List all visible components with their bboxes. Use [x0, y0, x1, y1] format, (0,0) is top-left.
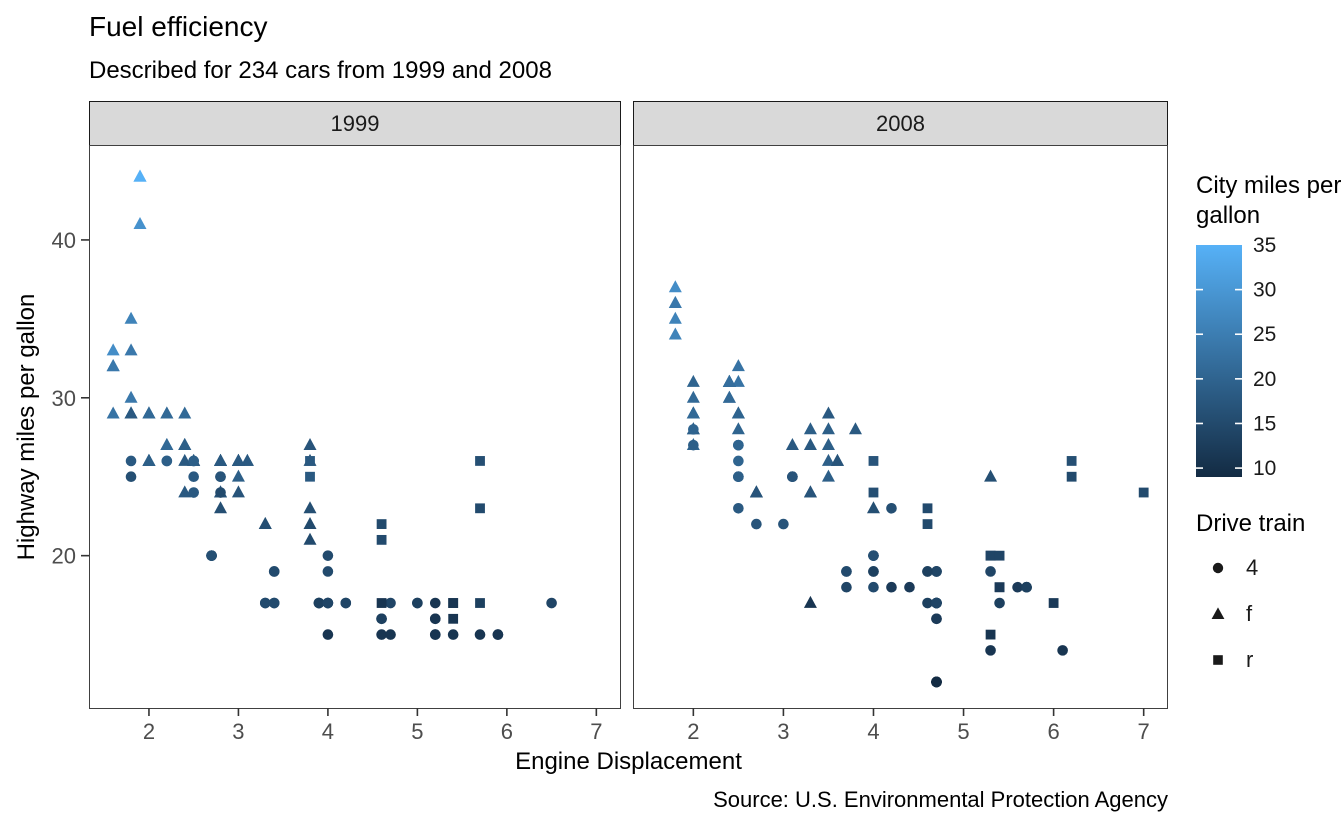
- x-tick-label: 5: [411, 719, 423, 744]
- x-tick-label: 4: [322, 719, 334, 744]
- legend-entry-label: 4: [1246, 555, 1259, 580]
- legend-entry-r: r: [1208, 637, 1258, 683]
- colorbar-tick-label: 15: [1253, 412, 1276, 435]
- circle-icon: [1212, 562, 1224, 574]
- x-tick-label: 7: [1138, 719, 1150, 744]
- color-legend-title: City miles per gallon: [1196, 172, 1342, 229]
- x-tick-label: 2: [143, 719, 155, 744]
- x-tick-label: 6: [501, 719, 513, 744]
- plot-title: Fuel efficiency: [89, 11, 268, 42]
- facet-strip-label: 1999: [330, 110, 380, 136]
- legend-entry-4: 4: [1208, 545, 1258, 591]
- x-tick-label: 4: [867, 719, 879, 744]
- colorbar: [1196, 245, 1242, 477]
- colorbar-tick-label: 35: [1253, 234, 1276, 257]
- x-tick-label: 3: [232, 719, 244, 744]
- caption: Source: U.S. Environmental Protection Ag…: [713, 787, 1168, 812]
- legend-entry-label: r: [1246, 647, 1254, 672]
- y-tick-label: 40: [52, 228, 76, 253]
- plot-subtitle: Described for 234 cars from 1999 and 200…: [89, 57, 552, 84]
- facet-strip-label: 2008: [876, 110, 925, 136]
- x-axis-title: Engine Displacement: [515, 748, 742, 775]
- legend-entry-label: f: [1246, 601, 1253, 626]
- colorbar-tick-label: 30: [1253, 279, 1276, 302]
- x-tick-label: 5: [957, 719, 969, 744]
- colorbar-tick-label: 20: [1253, 368, 1276, 391]
- colorbar-tick-label: 25: [1253, 323, 1276, 346]
- x-tick-label: 3: [777, 719, 789, 744]
- square-icon: [1213, 655, 1223, 665]
- facet-strip-1999: 1999: [89, 101, 621, 146]
- legend-entry-f: f: [1208, 591, 1258, 637]
- colorbar-tick-label: 10: [1253, 457, 1276, 480]
- y-tick-label: 30: [52, 386, 76, 411]
- panel-2008: [633, 145, 1168, 709]
- y-tick-label: 20: [52, 544, 76, 569]
- shape-legend-title: Drive train: [1196, 510, 1306, 537]
- facet-strip-2008: 2008: [633, 101, 1168, 146]
- y-axis-title: Highway miles per gallon: [13, 293, 40, 561]
- triangle-icon: [1211, 607, 1225, 619]
- panel-1999: [89, 145, 621, 709]
- x-tick-label: 6: [1047, 719, 1059, 744]
- x-tick-label: 7: [590, 719, 602, 744]
- x-tick-label: 2: [687, 719, 699, 744]
